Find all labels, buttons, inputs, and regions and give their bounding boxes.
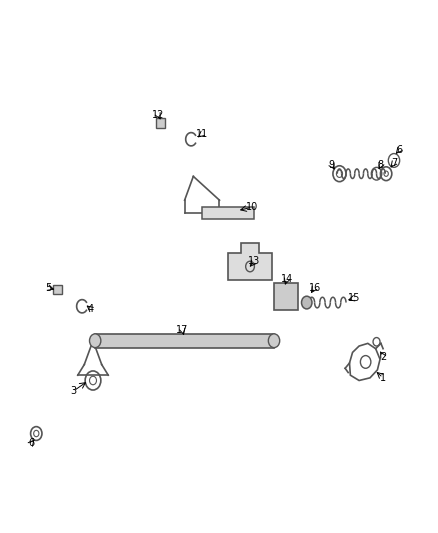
Polygon shape bbox=[228, 243, 271, 280]
Circle shape bbox=[89, 334, 101, 348]
Text: 7: 7 bbox=[390, 158, 396, 168]
Text: 1: 1 bbox=[379, 373, 385, 383]
Text: 4: 4 bbox=[88, 304, 94, 314]
Text: 13: 13 bbox=[248, 256, 260, 266]
Text: 15: 15 bbox=[347, 293, 359, 303]
Bar bbox=[201, 207, 254, 219]
Text: 14: 14 bbox=[280, 273, 293, 284]
Text: 12: 12 bbox=[152, 110, 164, 120]
Text: 17: 17 bbox=[176, 325, 188, 335]
Text: 16: 16 bbox=[308, 282, 320, 293]
Text: 6: 6 bbox=[395, 145, 401, 155]
Text: 8: 8 bbox=[377, 160, 383, 169]
Text: 10: 10 bbox=[246, 202, 258, 212]
Circle shape bbox=[301, 296, 311, 309]
Text: 2: 2 bbox=[379, 352, 385, 361]
Bar bbox=[156, 118, 165, 127]
Bar bbox=[273, 284, 297, 310]
Circle shape bbox=[268, 334, 279, 348]
Bar bbox=[53, 285, 61, 294]
Text: 9: 9 bbox=[328, 160, 334, 169]
Text: 11: 11 bbox=[195, 129, 208, 139]
Text: 6: 6 bbox=[29, 438, 35, 448]
Bar bbox=[95, 334, 273, 348]
Text: 3: 3 bbox=[70, 386, 76, 396]
Text: 5: 5 bbox=[45, 282, 52, 293]
